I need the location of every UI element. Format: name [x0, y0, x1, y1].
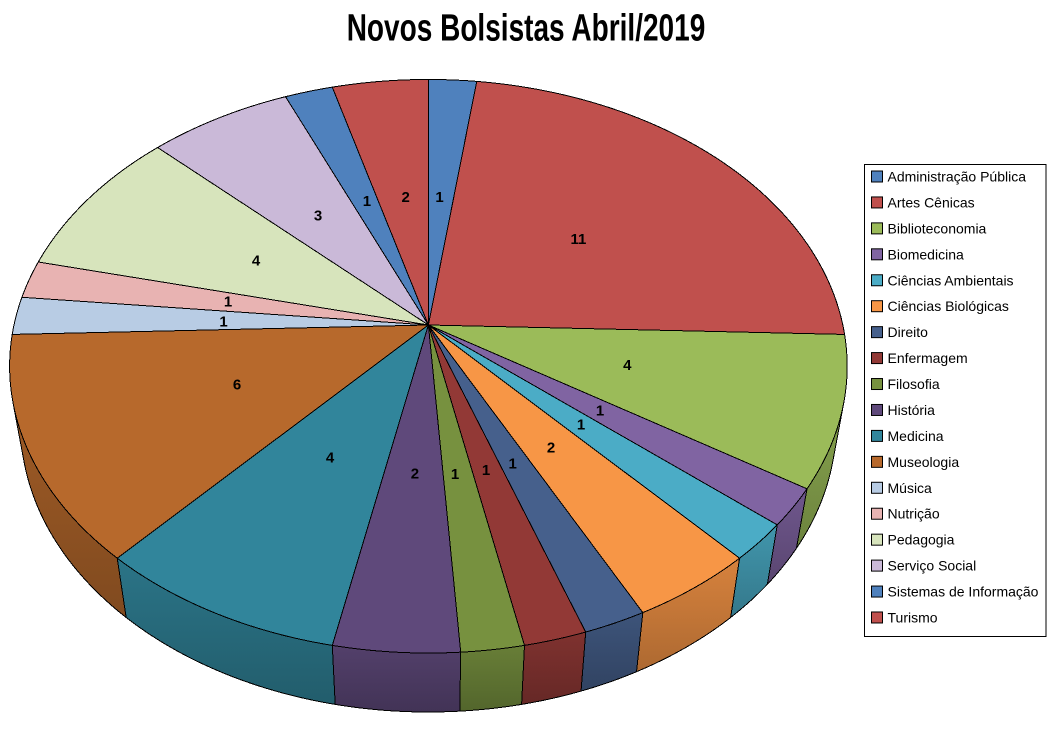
svg-text:1: 1: [219, 313, 227, 330]
svg-text:Filosofia: Filosofia: [888, 376, 940, 392]
svg-text:Nutrição: Nutrição: [888, 506, 940, 522]
svg-text:1: 1: [577, 417, 585, 434]
svg-text:Sistemas de Informação: Sistemas de Informação: [888, 584, 1039, 600]
svg-text:Administração Pública: Administração Pública: [888, 169, 1027, 185]
svg-text:3: 3: [314, 207, 322, 224]
svg-text:Música: Música: [888, 480, 933, 496]
svg-text:2: 2: [547, 439, 555, 456]
svg-text:1: 1: [509, 455, 517, 472]
svg-text:História: História: [888, 402, 936, 418]
svg-text:1: 1: [482, 462, 490, 479]
svg-text:1: 1: [451, 466, 459, 483]
svg-text:Biblioteconomia: Biblioteconomia: [888, 220, 987, 236]
svg-text:4: 4: [252, 252, 261, 269]
svg-text:Pedagogia: Pedagogia: [888, 532, 955, 548]
svg-text:Turismo: Turismo: [888, 609, 938, 625]
svg-text:4: 4: [623, 357, 632, 374]
svg-text:Biomedicina: Biomedicina: [888, 246, 964, 262]
svg-text:Medicina: Medicina: [888, 428, 944, 444]
svg-text:6: 6: [233, 376, 241, 393]
svg-text:2: 2: [402, 189, 410, 206]
svg-text:4: 4: [326, 449, 335, 466]
svg-text:Museologia: Museologia: [888, 454, 960, 470]
svg-text:Artes Cênicas: Artes Cênicas: [888, 194, 975, 210]
svg-text:2: 2: [411, 466, 419, 483]
svg-text:Ciências Ambientais: Ciências Ambientais: [888, 272, 1014, 288]
svg-text:Enfermagem: Enfermagem: [888, 350, 968, 366]
svg-text:11: 11: [570, 231, 586, 248]
svg-text:Ciências Biológicas: Ciências Biológicas: [888, 298, 1009, 314]
svg-text:1: 1: [435, 189, 443, 206]
svg-text:Direito: Direito: [888, 324, 929, 340]
svg-text:1: 1: [596, 402, 604, 419]
svg-text:Serviço Social: Serviço Social: [888, 558, 977, 574]
svg-text:1: 1: [363, 193, 371, 210]
svg-text:1: 1: [224, 293, 232, 310]
svg-text:Novos Bolsistas Abril/2019: Novos Bolsistas Abril/2019: [347, 6, 706, 49]
